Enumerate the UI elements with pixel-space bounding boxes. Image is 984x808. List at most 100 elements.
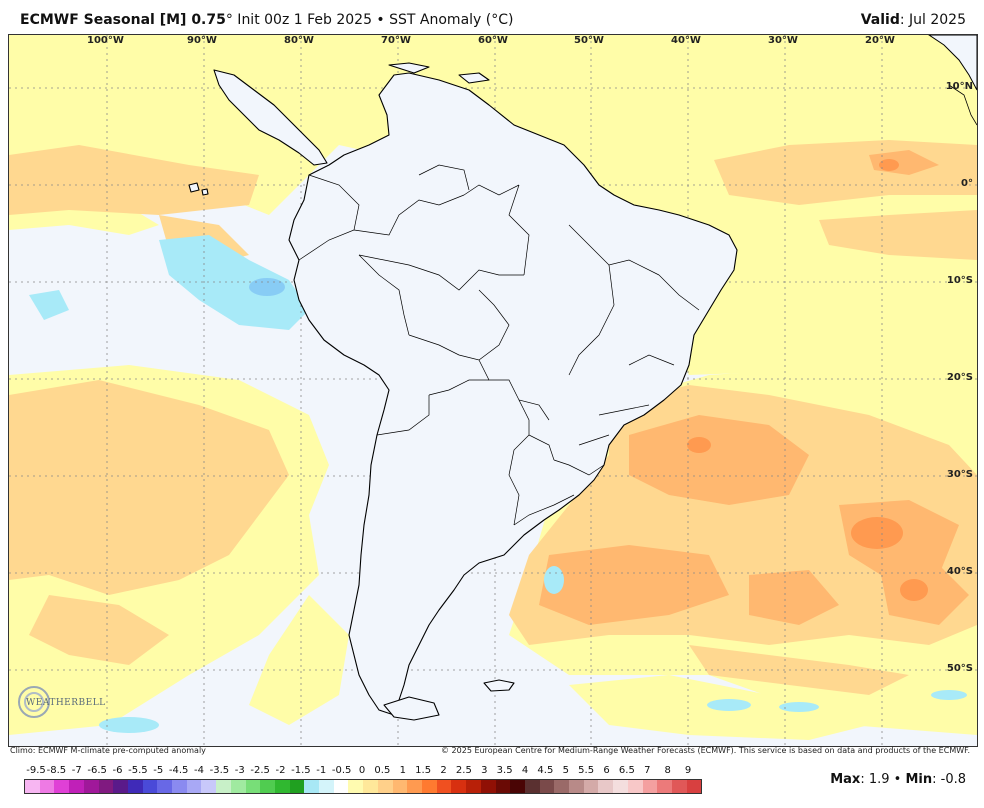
colorbar-swatch: [25, 780, 40, 793]
lat-label-0: 0°: [961, 178, 973, 189]
colorbar-swatch: [201, 780, 217, 793]
colorbar-swatch: [216, 780, 231, 793]
colorbar-tick-label: -6: [112, 765, 123, 776]
colorbar-tick-label: -7: [71, 765, 82, 776]
colorbar-swatch: [657, 780, 672, 793]
colorbar-swatch: [304, 780, 320, 793]
colorbar-swatch: [466, 780, 481, 793]
colorbar-tick-label: -2.5: [250, 765, 270, 776]
colorbar-tick-label: -1: [316, 765, 327, 776]
colorbar-tick-label: 0.5: [374, 765, 391, 776]
colorbar-tick-label: 8: [664, 765, 671, 776]
logo-swirl-icon: [18, 686, 50, 718]
colorbar-swatch: [54, 780, 70, 793]
weatherbell-logo: WEATHERBELL: [14, 686, 105, 718]
map-title: ECMWF Seasonal [M] 0.75° Init 00z 1 Feb …: [20, 12, 514, 28]
climo-note: Climo: ECMWF M-climate pre-computed anom…: [10, 746, 206, 755]
colorbar-tick-label: 9: [684, 765, 692, 776]
colorbar-swatch: [274, 780, 290, 793]
lon-label-20w: 20°W: [865, 35, 895, 46]
hot-spots: [687, 159, 928, 601]
lon-label-80w: 80°W: [284, 35, 314, 46]
africa-coast: [928, 35, 977, 91]
colorbar-tick-label: 0: [358, 765, 366, 776]
colorbar-tick-label: -5.5: [128, 765, 148, 776]
colorbar-swatch: [495, 780, 511, 793]
lon-label-50w: 50°W: [574, 35, 604, 46]
lat-label-10n: 10°N: [945, 81, 973, 92]
colorbar-swatch: [686, 780, 702, 793]
colorbar-swatch: [627, 780, 643, 793]
lon-label-40w: 40°W: [671, 35, 701, 46]
colorbar-swatch: [451, 780, 467, 793]
colorbar-tick-label: 6: [603, 765, 610, 776]
colorbar-swatch: [69, 780, 84, 793]
colorbar-swatch: [333, 780, 349, 793]
colorbar-swatch: [436, 780, 452, 793]
colorbar-swatch: [98, 780, 114, 793]
lon-label-60w: 60°W: [478, 35, 508, 46]
colorbar-tick-label: -0.5: [331, 765, 352, 776]
colorbar-swatch: [554, 780, 570, 793]
colorbar-tick-label: -8.5: [46, 765, 67, 776]
colorbar-swatch: [539, 780, 555, 793]
lon-label-70w: 70°W: [381, 35, 411, 46]
colorbar-swatch: [642, 780, 658, 793]
cool-anomaly-fields: [29, 235, 967, 733]
lat-label-50s: 50°S: [946, 663, 973, 674]
colorbar-tick-label: 3.5: [496, 765, 513, 776]
colorbar-swatch: [598, 780, 614, 793]
lat-label-10s: 10°S: [946, 275, 973, 286]
colorbar-swatch: [524, 780, 540, 793]
colorbar-swatch: [613, 780, 628, 793]
lat-label-30s: 30°S: [946, 469, 973, 480]
colorbar-tick-label: -6.5: [87, 765, 107, 776]
lat-label-40s: 40°S: [946, 566, 973, 577]
colorbar-swatch: [245, 780, 261, 793]
colorbar-swatch: [230, 780, 246, 793]
colorbar-swatch: [113, 780, 128, 793]
colorbar-swatch: [142, 780, 158, 793]
colorbar-tick-label: -9.5: [26, 765, 46, 776]
colorbar-tick-label: 5: [562, 765, 569, 776]
colorbar-swatch: [421, 780, 437, 793]
colorbar-swatch: [319, 780, 334, 793]
colorbar-swatch: [260, 780, 275, 793]
colorbar-tick-label: 3: [481, 765, 488, 776]
colorbar-swatch: [157, 780, 173, 793]
colorbar-tick-label: 6.5: [618, 765, 635, 776]
colorbar-swatch: [392, 780, 408, 793]
colorbar-swatch: [289, 780, 305, 793]
colorbar-swatch: [172, 780, 187, 793]
logo-text: WEATHERBELL: [26, 698, 106, 708]
colorbar-tick-label: -5: [153, 765, 164, 776]
colorbar-tick-label: -1.5: [291, 765, 311, 776]
colorbar-swatch: [39, 780, 55, 793]
lat-label-20s: 20°S: [946, 372, 973, 383]
colorbar-labels: -9.5 -8.5 -7 -6.5 -6 -5.5 -5 -4.5 -4 -3.5 -3 -2.5 -2…: [24, 765, 700, 777]
lon-label-100w: 100°W: [87, 35, 124, 46]
colorbar-swatch: [127, 780, 143, 793]
colorbar-tick-label: 1: [399, 765, 406, 776]
colorbar-tick-label: 2.5: [455, 765, 472, 776]
africa-border: [948, 84, 977, 126]
lon-label-30w: 30°W: [768, 35, 798, 46]
colorbar-tick-label: 5.5: [578, 765, 595, 776]
valid-date: Valid: Jul 2025: [860, 12, 966, 28]
colorbar-tick-label: -4: [194, 765, 204, 776]
colorbar-tick-label: 2: [440, 765, 447, 776]
colorbar-swatch: [671, 780, 687, 793]
country-borders: [298, 164, 700, 526]
colorbar: [24, 779, 702, 794]
colorbar-swatch: [583, 780, 599, 793]
colorbar-swatch: [186, 780, 202, 793]
copyright-note: © 2025 European Centre for Medium-Range …: [441, 746, 970, 755]
colorbar-swatch: [348, 780, 364, 793]
colorbar-swatch: [407, 780, 422, 793]
colorbar-tick-label: 4: [521, 765, 529, 776]
max-min-readout: Max: 1.9 • Min: -0.8: [830, 772, 966, 787]
colorbar-swatch: [377, 780, 393, 793]
colorbar-tick-label: 1.5: [415, 765, 432, 776]
colorbar-tick-label: -3.5: [209, 765, 230, 776]
cool-core: [249, 278, 285, 296]
